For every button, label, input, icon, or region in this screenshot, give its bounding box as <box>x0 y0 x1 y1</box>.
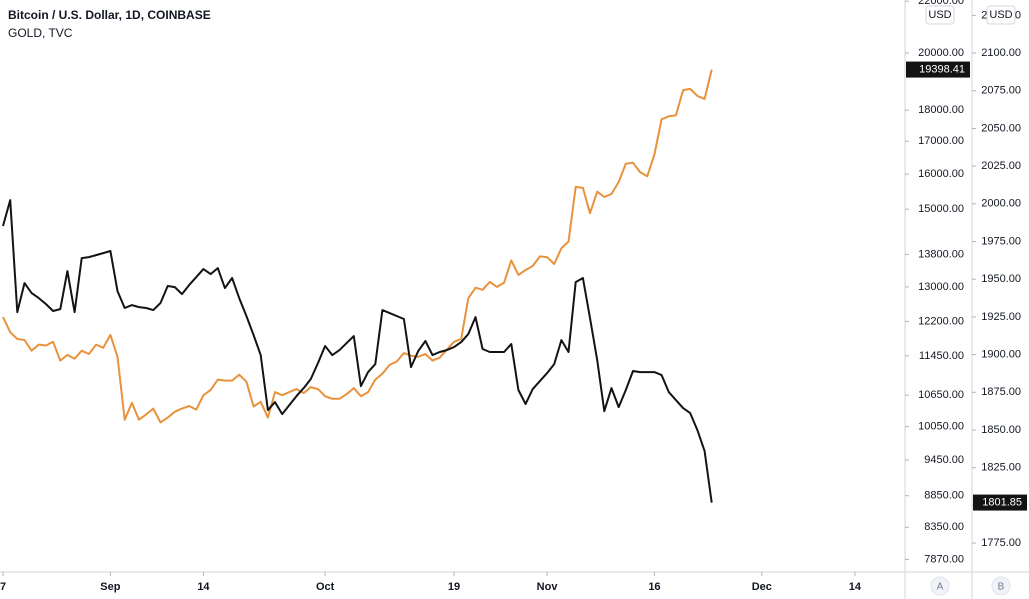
y-tick-label: 18000.00 <box>918 104 964 116</box>
x-tick-label: Sep <box>100 581 120 593</box>
legend-entry: GOLD, TVC <box>8 26 73 40</box>
currency-badge[interactable] <box>925 5 955 25</box>
y-tick-label: 7870.00 <box>924 553 964 565</box>
x-tick-label: Nov <box>537 581 559 593</box>
legend-entry: Bitcoin / U.S. Dollar, 1D, COINBASE <box>8 8 211 22</box>
y-tick-label: 10650.00 <box>918 389 964 401</box>
x-tick-label: Dec <box>752 581 772 593</box>
y2-tick-label: 2050.00 <box>981 122 1021 134</box>
x-tick-label: 14 <box>197 581 210 593</box>
y-tick-label: 12200.00 <box>918 315 964 327</box>
last-value-box <box>906 61 970 78</box>
currency-badge[interactable] <box>986 5 1016 25</box>
y2-tick-label: 1900.00 <box>981 349 1021 361</box>
scale-button-label[interactable]: A <box>937 582 944 593</box>
currency-label[interactable]: USD <box>989 9 1012 21</box>
y2-tick-label: 1950.00 <box>981 273 1021 285</box>
y-tick-label: 20000.00 <box>918 47 964 59</box>
y2-tick-label: 1775.00 <box>981 537 1021 549</box>
x-tick-label: 7 <box>0 581 6 593</box>
last-value-label: 1801.85 <box>982 496 1022 508</box>
scale-button[interactable] <box>930 576 950 596</box>
y2-tick-label: 2000.00 <box>981 198 1021 210</box>
y2-tick-label: 1925.00 <box>981 311 1021 323</box>
y-tick-label: 8350.00 <box>924 521 964 533</box>
y-tick-label: 15000.00 <box>918 203 964 215</box>
y-tick-label: 13800.00 <box>918 248 964 260</box>
series-line <box>2 69 713 424</box>
last-value-box <box>973 494 1027 511</box>
x-tick-label: 16 <box>648 581 660 593</box>
y-tick-label: 17000.00 <box>918 135 964 147</box>
x-tick-label: 19 <box>448 581 460 593</box>
y2-tick-label: 1875.00 <box>981 386 1021 398</box>
scale-button-label[interactable]: B <box>998 582 1005 593</box>
y2-tick-label: 1850.00 <box>981 424 1021 436</box>
y-tick-label: 13000.00 <box>918 281 964 293</box>
y2-tick-label: 1825.00 <box>981 462 1021 474</box>
y2-tick-label: 2025.00 <box>981 160 1021 172</box>
scale-button[interactable] <box>991 576 1011 596</box>
y-tick-label: 11450.00 <box>919 350 964 362</box>
x-tick-label: Oct <box>316 581 335 593</box>
y-tick-label: 16000.00 <box>918 168 964 180</box>
x-tick-label: 14 <box>849 581 862 593</box>
currency-label[interactable]: USD <box>928 9 951 21</box>
y-tick-label: 8850.00 <box>924 490 964 502</box>
y-tick-label: 10050.00 <box>918 421 964 433</box>
y-tick-label: 22000.00 <box>918 0 964 7</box>
y2-tick-label: 2100.00 <box>981 47 1021 59</box>
y2-tick-label: 2075.00 <box>981 85 1021 97</box>
series-line <box>2 199 713 503</box>
y2-tick-label: 1975.00 <box>981 235 1021 247</box>
last-value-label: 19398.41 <box>919 63 965 75</box>
y-tick-label: 9450.00 <box>924 454 964 466</box>
